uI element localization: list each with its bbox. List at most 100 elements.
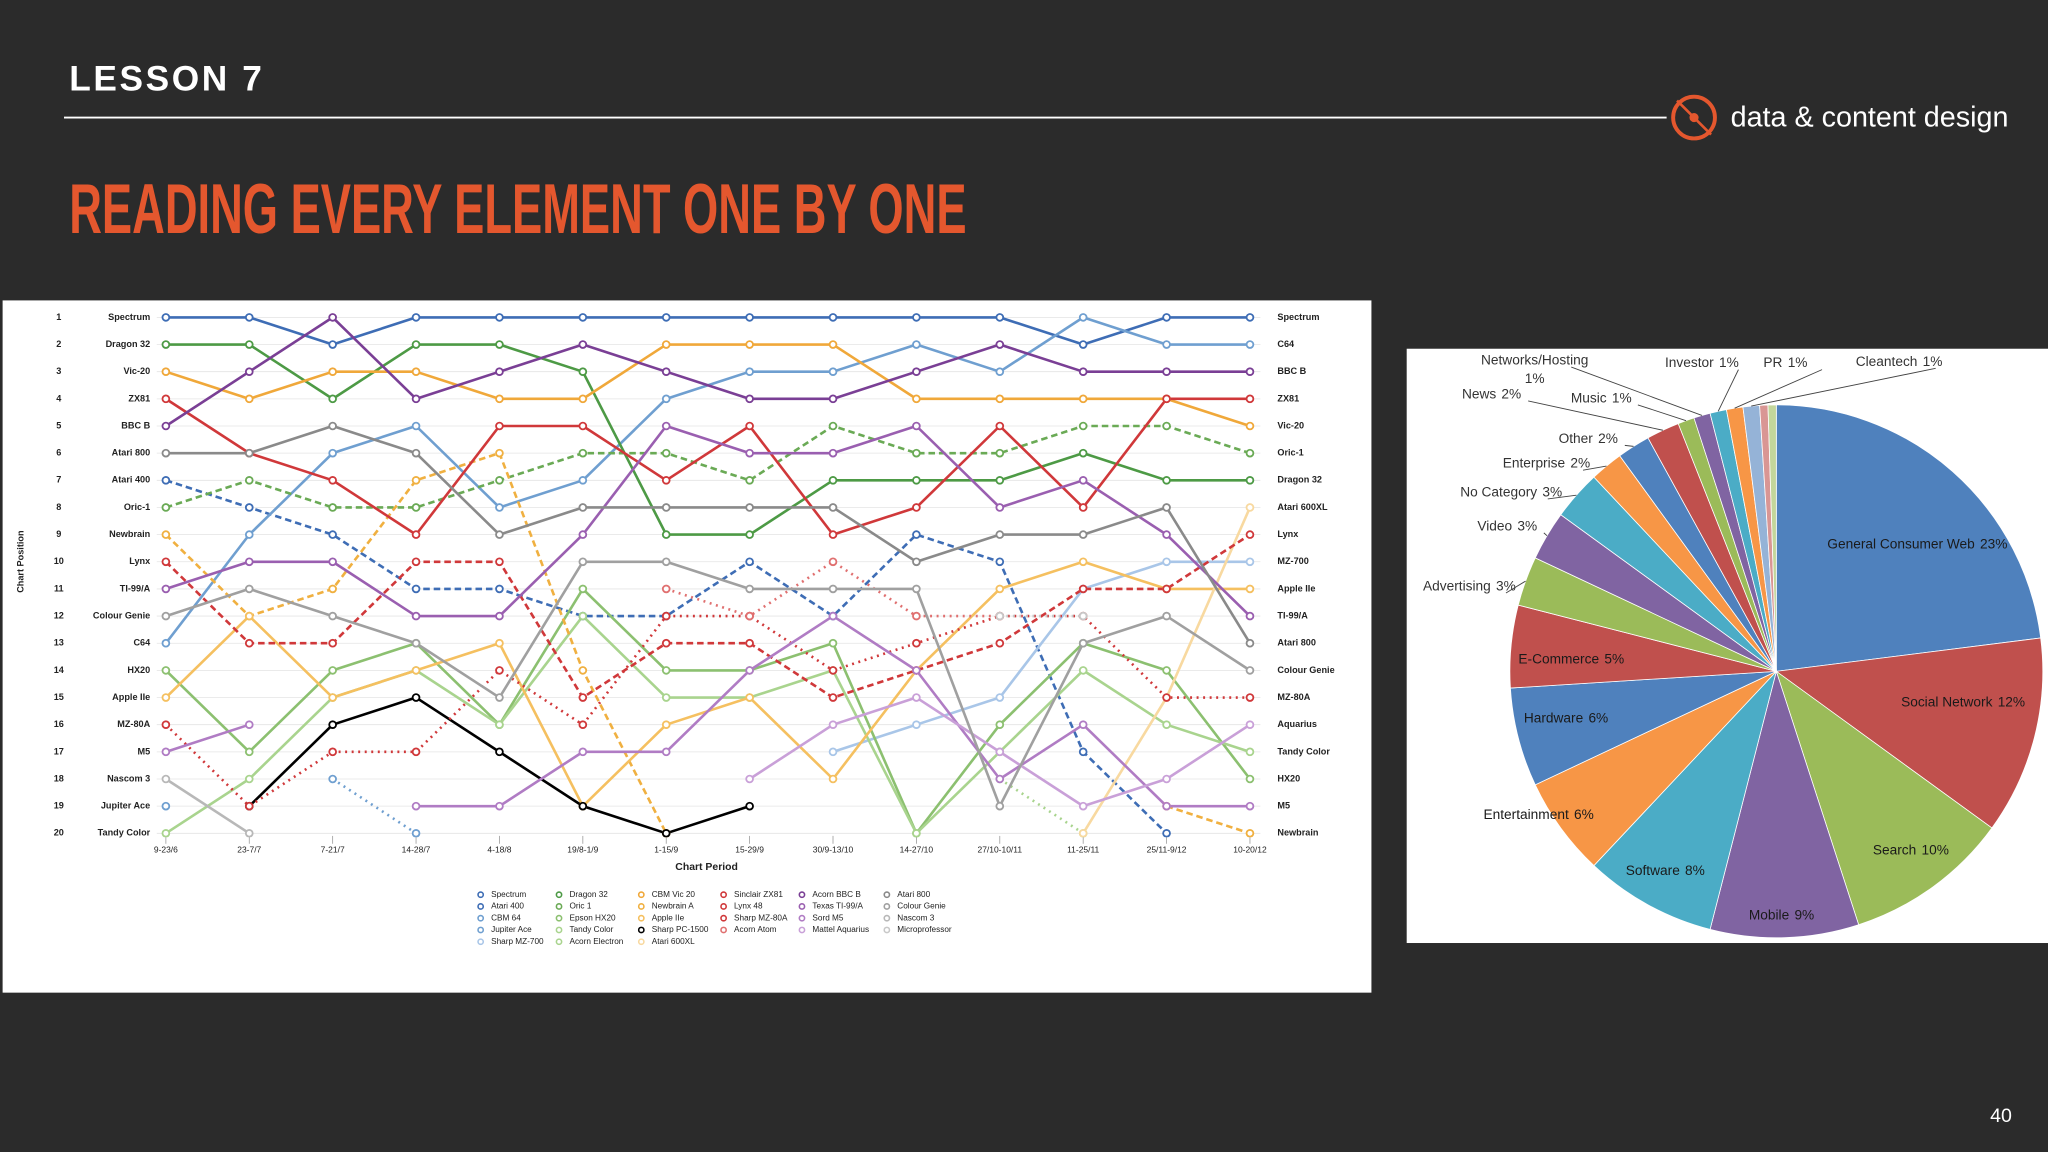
legend-label: Jupiter Ace: [491, 925, 532, 934]
series-point: [1078, 747, 1088, 757]
series-point: [328, 421, 337, 431]
pie-label-value: 2%: [1501, 386, 1521, 401]
pie-label: Advertising 3%: [1423, 578, 1516, 593]
series-point: [244, 828, 254, 838]
series-point: [578, 448, 588, 458]
x-tick-label: 4-18/8: [487, 845, 511, 855]
series-point: [578, 475, 588, 485]
series-point: [661, 394, 671, 404]
y-tick-label: 10: [54, 556, 64, 566]
series-point: [328, 367, 337, 377]
brand-logo: [1671, 94, 1717, 141]
pie-label: Video 3%: [1477, 518, 1537, 533]
pie-label: Investor 1%: [1665, 355, 1739, 370]
left-rank-label: M5: [138, 746, 151, 756]
leader-line: [1582, 465, 1607, 471]
series-point: [578, 367, 588, 377]
series-point: [495, 503, 504, 512]
legend-label: Acorn BBC B: [812, 890, 861, 899]
series-point: [411, 638, 421, 648]
series-point: [161, 448, 171, 458]
legend-marker: [477, 903, 485, 910]
series-point: [828, 693, 838, 702]
series-line: [165, 424, 1251, 509]
series-point: [661, 475, 671, 485]
series-point: [161, 720, 171, 730]
pie-label: Hardware 6%: [1524, 710, 1608, 725]
x-tick-label: 14-27/10: [900, 845, 934, 855]
series-point: [411, 421, 421, 431]
series-point: [1078, 557, 1088, 567]
series-point: [495, 693, 504, 702]
y-tick-label: 7: [56, 475, 61, 485]
series-point: [1245, 584, 1255, 594]
series-point: [1245, 475, 1255, 485]
pie-label-category: Mobile: [1749, 907, 1790, 922]
series-point: [495, 801, 504, 811]
series-point: [1245, 503, 1255, 512]
x-tick-label: 19/8-1/9: [567, 845, 598, 855]
legend-label: Sharp MZ-700: [491, 937, 544, 946]
pie-label: Enterprise 2%: [1503, 455, 1591, 470]
series-point: [828, 666, 838, 675]
leader-line: [1751, 367, 1936, 407]
legend-marker: [555, 903, 563, 910]
series-point: [1078, 584, 1088, 594]
left-rank-label: C64: [133, 638, 151, 648]
series-point: [161, 801, 171, 811]
pie-label-category: Music: [1571, 390, 1607, 405]
series-point: [244, 747, 254, 757]
y-tick-label: 3: [56, 366, 61, 376]
series-point: [661, 638, 671, 648]
legend-marker: [720, 891, 727, 899]
series-point: [411, 313, 421, 322]
series-point: [328, 611, 337, 621]
series-point: [411, 530, 421, 539]
series-lines: [161, 313, 1255, 838]
series-point: [244, 475, 254, 485]
series-point: [244, 557, 254, 567]
legend-label: Acorn Electron: [569, 937, 623, 946]
pie-label-category: General Consumer Web: [1827, 536, 1975, 551]
series-point: [828, 747, 838, 757]
series-point: [1245, 801, 1255, 811]
pie-label-category: Video: [1477, 518, 1512, 533]
legend-label: Sharp MZ-80A: [734, 913, 788, 922]
series-point: [1162, 720, 1171, 730]
legend-label: Lynx 48: [734, 902, 763, 911]
series-point: [661, 530, 671, 539]
legend-marker: [798, 891, 806, 899]
y-tick-label: 14: [54, 665, 65, 675]
series-point: [578, 421, 588, 431]
series-point: [1162, 503, 1171, 512]
series-point: [244, 394, 254, 404]
series-point: [912, 448, 921, 458]
pie-label-value: 2%: [1570, 455, 1590, 470]
series-line: [165, 397, 1250, 536]
series-point: [578, 720, 588, 730]
pie-label-category: Cleantech: [1856, 353, 1918, 368]
series-line: [164, 533, 1251, 699]
series-point: [828, 584, 838, 594]
legend-marker: [798, 903, 806, 910]
series-point: [411, 693, 421, 702]
series-point: [1245, 638, 1255, 648]
pie-label: Cleantech 1%: [1856, 353, 1943, 368]
series-point: [1162, 367, 1171, 377]
pie-label-value: 2%: [1598, 430, 1618, 445]
legend-marker: [883, 891, 891, 899]
legend-label: Sinclair ZX81: [734, 890, 783, 899]
pie-label: Mobile 9%: [1749, 907, 1814, 922]
series-point: [1078, 394, 1088, 404]
series-point: [328, 448, 337, 458]
x-tick-label: 23-7/7: [237, 845, 261, 855]
y-tick-label: 15: [54, 692, 64, 702]
leader-line: [1734, 369, 1823, 409]
leader-line: [1528, 400, 1663, 431]
series-point: [1245, 448, 1255, 458]
series-point: [745, 801, 754, 811]
series-point: [912, 421, 921, 431]
series-point: [995, 774, 1005, 784]
leader-line: [1547, 494, 1577, 500]
y-tick-label: 1: [56, 312, 61, 322]
